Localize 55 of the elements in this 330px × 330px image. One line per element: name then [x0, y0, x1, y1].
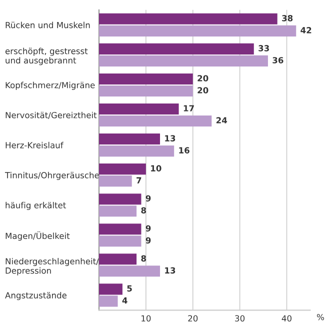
data-label: 10: [151, 165, 162, 172]
bar: [99, 296, 118, 307]
data-label: 20: [198, 87, 208, 94]
data-label: 7: [136, 177, 142, 184]
data-label: 36: [272, 57, 284, 64]
x-axis-title: %: [316, 314, 324, 320]
data-label: 33: [258, 45, 269, 52]
bar: [99, 103, 179, 115]
bar: [99, 176, 132, 187]
bar: [99, 206, 137, 217]
y-tick-label: Tinnitus/Ohrgeräusche: [4, 172, 99, 180]
x-tick-label: 20: [188, 315, 198, 322]
bar: [99, 236, 142, 247]
data-label: 4: [122, 297, 128, 304]
bar: [99, 254, 137, 265]
y-tick-label: Niedergeschlagenheit/ Depression: [6, 258, 99, 276]
y-tick-label: Herz-Kreislauf: [6, 142, 64, 148]
y-tick-label: Kopfschmerz/Migräne: [6, 82, 95, 90]
data-label: 16: [179, 147, 190, 154]
x-tick-label: 10: [142, 315, 151, 322]
y-tick-label: Rücken und Muskeln: [6, 22, 90, 28]
bar: [99, 55, 268, 66]
y-tick-label: häufig erkältet: [6, 202, 66, 210]
bar: [99, 85, 193, 97]
x-tick-label: 40: [282, 315, 292, 322]
bar: [99, 134, 160, 145]
data-label: 38: [282, 15, 293, 22]
bar: [99, 25, 296, 36]
data-label: 5: [127, 285, 132, 292]
data-label: 42: [300, 27, 312, 34]
data-label: 9: [146, 237, 151, 244]
data-label: 24: [216, 117, 228, 124]
data-label: 17: [184, 105, 194, 112]
y-tick-label: Angstzustände: [5, 292, 67, 300]
y-tick-label: Magen/Übelkeit: [6, 231, 70, 241]
y-tick-label: Nervosität/Gereiztheit: [6, 112, 97, 119]
data-label: 13: [165, 135, 176, 142]
data-label: 20: [198, 75, 208, 82]
data-label: 8: [141, 207, 146, 214]
bar: [99, 13, 278, 24]
bar: [99, 146, 174, 157]
data-label: 9: [146, 195, 151, 202]
bar: [99, 224, 142, 235]
bar: [99, 115, 212, 127]
bar: [99, 164, 146, 175]
data-label: 9: [146, 225, 151, 232]
bar: [99, 194, 142, 205]
data-label: 8: [141, 255, 146, 262]
bar: [99, 73, 193, 84]
x-tick-label: 30: [235, 315, 245, 322]
bar: [99, 284, 122, 295]
y-tick-label: erschöpft, gestresst und ausgebrannt: [5, 48, 88, 66]
data-label: 13: [165, 267, 176, 274]
bar: [99, 266, 160, 277]
bar: [99, 43, 254, 54]
